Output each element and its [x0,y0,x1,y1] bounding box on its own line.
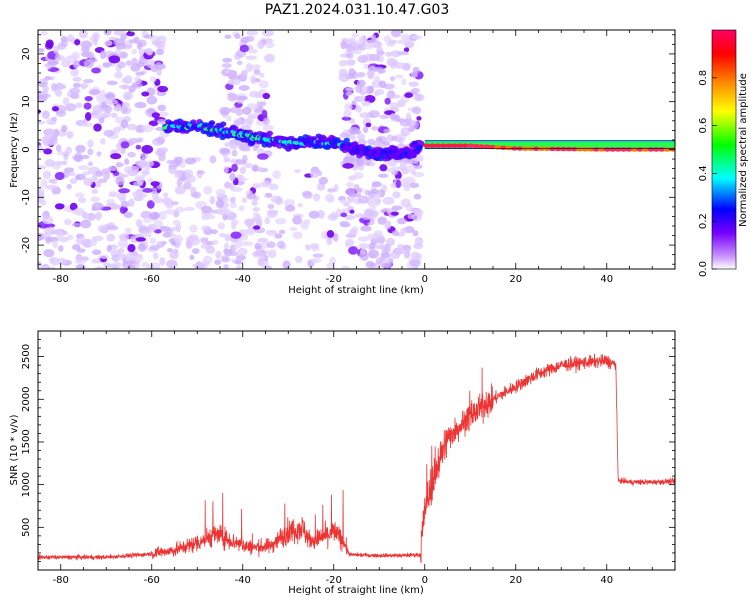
y-tick-label: 500 [21,518,32,537]
snr-panel: -80 -60 -40 -20 0 20 40 500 1000 1500 2000 2500 He… [9,330,676,596]
y-tick-label: 2000 [21,387,32,412]
snr-x-label: Height of straight line (km) [288,585,424,596]
x-tick-label: -40 [235,274,251,285]
snr-y-axis: 500 1000 1500 2000 2500 [21,330,675,571]
heatmap-y-axis: -20 -10 0 10 20 [21,34,675,265]
y-tick-label: -10 [21,189,32,205]
colorbar: 0.0 0.2 0.4 0.6 0.8 Normalized spectral ampl… [698,29,749,277]
x-tick-label: -60 [144,274,160,285]
heatmap-panel: -80 -60 -40 -20 0 20 40 -20 -10 0 10 20 Height of … [9,29,676,296]
heatmap-y-label: Frequency (Hz) [9,112,20,188]
x-tick-label: -80 [53,274,69,285]
heatmap-x-label: Height of straight line (km) [288,285,424,296]
colorbar-label: Normalized spectral amplitude [738,73,749,227]
x-tick-label: -80 [53,575,69,586]
x-tick-label: 20 [509,274,522,285]
snr-y-label: SNR (10 * v/v) [9,414,20,485]
snr-x-axis: -80 -60 -40 -20 0 20 40 [37,331,676,586]
x-tick-label: -40 [235,575,251,586]
y-tick-label: 20 [21,48,32,61]
x-tick-label: 40 [600,575,613,586]
y-tick-label: 0 [21,146,32,152]
colorbar-tick-label: 0.0 [698,261,709,277]
x-tick-label: 0 [422,575,428,586]
heatmap-cells [38,30,425,269]
y-tick-label: 1500 [21,429,32,454]
colorbar-gradient [711,29,737,270]
x-tick-label: 40 [600,274,613,285]
x-tick-label: 20 [509,575,522,586]
heatmap-x-axis: -80 -60 -40 -20 0 20 40 [37,30,676,285]
colorbar-tick-label: 0.4 [698,165,709,181]
colorbar-tick-label: 0.8 [698,70,709,86]
heatmap-ridge [161,118,675,162]
x-tick-label: -20 [326,274,342,285]
colorbar-tick-label: 0.2 [698,213,709,229]
y-tick-label: -20 [21,237,32,253]
y-tick-label: 10 [21,95,32,108]
x-tick-label: -60 [144,575,160,586]
colorbar-tick-label: 0.6 [698,118,709,134]
y-tick-label: 2500 [21,344,32,369]
y-tick-label: 1000 [21,472,32,497]
x-tick-label: -20 [326,575,342,586]
colorbar-ticks: 0.0 0.2 0.4 0.6 0.8 [698,70,717,277]
figure-title: PAZ1.2024.031.10.47.G03 [265,2,450,18]
snr-series-line [38,353,675,564]
x-tick-label: 0 [422,274,428,285]
